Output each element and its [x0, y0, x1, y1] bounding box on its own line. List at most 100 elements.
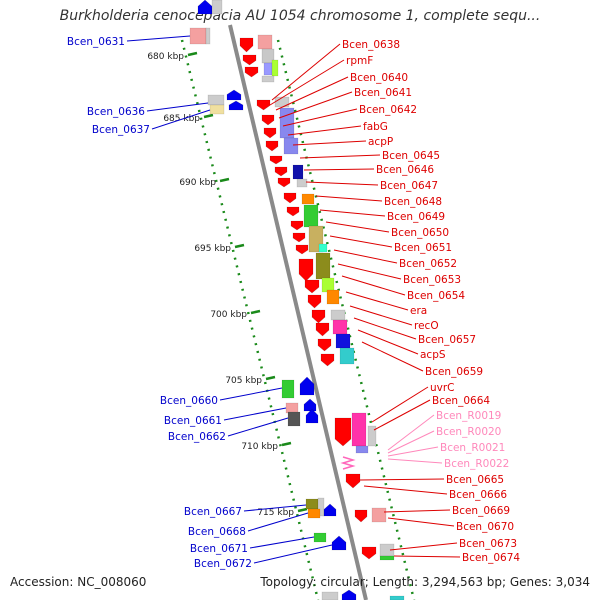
gene-block	[389, 595, 405, 600]
reverse-gene-arrow	[311, 309, 326, 324]
callout-line	[361, 341, 424, 372]
forward-gene-label: Bcen_0661	[164, 415, 222, 427]
callout-line	[219, 387, 283, 401]
rna-gene-marks	[340, 456, 356, 470]
reverse-gene-arrow	[295, 244, 309, 255]
callout-line	[269, 59, 345, 106]
reverse-gene-arrow	[239, 37, 254, 53]
reverse-gene-arrow	[304, 279, 320, 294]
gene-callout-lines	[126, 35, 461, 564]
callout-line	[383, 509, 451, 513]
callout-line	[305, 181, 379, 186]
rna-gene-label: Bcen_R0021	[440, 442, 505, 454]
gene-block	[301, 193, 315, 205]
gene-block	[296, 178, 308, 188]
callout-line	[341, 275, 406, 296]
scale-label: 695 kbp	[194, 244, 231, 254]
forward-gene-arrow	[341, 589, 357, 600]
gene-labels: Bcen_0631 Bcen_0636 Bcen_0637 Bcen_0660 Bcen…	[67, 36, 520, 570]
callout-line	[227, 417, 289, 437]
reverse-gene-label: Bcen_0645	[382, 150, 440, 162]
reverse-gene-label: Bcen_0670	[456, 521, 514, 533]
reverse-gene-label: Bcen_0653	[403, 274, 461, 286]
reverse-gene-arrow	[354, 509, 368, 523]
callout-line	[271, 43, 341, 101]
reverse-gene-label: acpP	[368, 136, 393, 148]
reverse-gene-label: Bcen_0640	[350, 72, 408, 84]
gene-block	[305, 498, 319, 510]
forward-gene-label: Bcen_0662	[168, 431, 226, 443]
gene-block	[317, 497, 325, 517]
scale-label: 715 kbp	[257, 508, 294, 518]
reverse-gene-arrow	[242, 54, 257, 66]
reverse-gene-arrow	[256, 99, 271, 111]
callout-line	[359, 478, 445, 481]
topology-label: Topology: circular; Length: 3,294,563 bp…	[260, 575, 590, 589]
callout-line	[275, 76, 349, 111]
reverse-gene-label: Bcen_0651	[394, 242, 452, 254]
left-guide-line	[180, 39, 320, 600]
gene-block	[292, 164, 304, 180]
reverse-gene-label: era	[410, 305, 427, 317]
gene-block	[367, 425, 377, 447]
gene-block	[257, 34, 273, 50]
reverse-gene-arrow	[317, 338, 332, 352]
reverse-gene-arrow	[298, 258, 314, 282]
callout-line	[387, 458, 443, 464]
gene-block	[263, 62, 273, 76]
forward-gene-label: Bcen_0667	[184, 506, 242, 518]
reverse-gene-label: Bcen_0654	[407, 290, 465, 302]
gene-block	[287, 411, 301, 427]
gene-block	[355, 445, 369, 454]
rna-gene-label: Bcen_R0019	[436, 410, 501, 422]
gene-block	[332, 319, 348, 335]
callout-line	[371, 386, 429, 423]
backbone	[228, 24, 368, 600]
scale-label: 680 kbp	[147, 52, 184, 62]
gene-block	[281, 379, 295, 399]
gene-block	[371, 507, 387, 523]
gene-features	[189, 0, 405, 600]
callout-line	[299, 154, 381, 159]
callout-line	[292, 140, 367, 146]
scale-tick	[265, 375, 276, 381]
reverse-gene-label: Bcen_0649	[387, 211, 445, 223]
gene-block	[261, 75, 275, 83]
forward-gene-label: Bcen_0636	[87, 106, 145, 118]
callout-line	[353, 317, 417, 340]
callout-line	[126, 35, 191, 42]
reverse-gene-arrow	[315, 322, 330, 337]
callout-line	[223, 407, 287, 421]
forward-gene-arrow	[228, 100, 244, 111]
forward-gene-arrow	[299, 376, 315, 396]
forward-gene-arrow	[305, 408, 319, 424]
reverse-gene-label: Bcen_0652	[399, 258, 457, 270]
scale-label: 705 kbp	[225, 376, 262, 386]
callout-line	[319, 209, 386, 217]
forward-gene-label: Bcen_0672	[194, 558, 252, 570]
callout-line	[387, 414, 435, 451]
reverse-gene-label: recO	[414, 320, 439, 332]
scale-label: 700 kbp	[210, 310, 247, 320]
reverse-gene-arrow	[290, 220, 304, 231]
callout-line	[282, 108, 358, 127]
callout-line	[278, 91, 353, 119]
reverse-gene-arrow	[307, 294, 322, 309]
callout-line	[333, 249, 398, 264]
reverse-gene-label: Bcen_0664	[432, 395, 490, 407]
callout-line	[387, 430, 435, 454]
rna-gene-label: Bcen_R0022	[444, 458, 509, 470]
callout-line	[146, 102, 209, 112]
gene-block	[321, 591, 339, 600]
callout-line	[243, 504, 307, 512]
reverse-gene-label: uvrC	[430, 382, 455, 394]
forward-gene-arrow	[303, 398, 317, 412]
reverse-gene-arrow	[345, 473, 361, 489]
forward-gene-label: Bcen_0637	[92, 124, 150, 136]
forward-gene-label: Bcen_0660	[160, 395, 218, 407]
reverse-gene-label: Bcen_0638	[342, 39, 400, 51]
reverse-gene-arrow	[286, 206, 300, 217]
reverse-gene-arrow	[269, 155, 283, 165]
